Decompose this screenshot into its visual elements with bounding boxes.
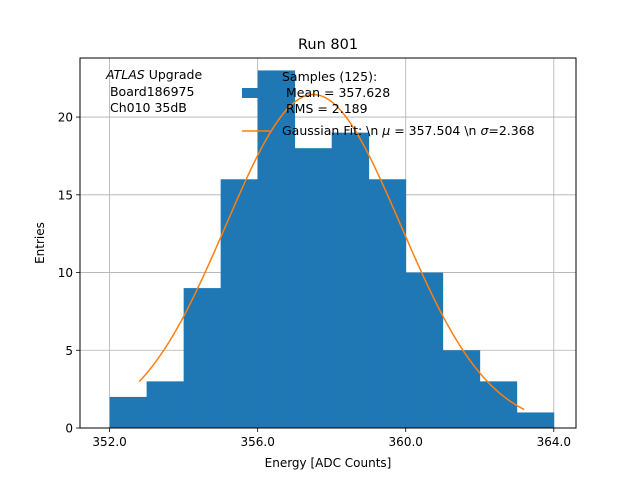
histogram-bars xyxy=(109,70,555,429)
y-axis-ticks: 0 5 10 15 20 xyxy=(58,111,80,436)
atlas-annotation: ATLAS Upgrade Board186975 Ch010 35dB xyxy=(105,67,202,115)
chart-title: Run 801 xyxy=(298,37,358,53)
histogram-bar xyxy=(220,179,259,428)
x-tick-label: 352.0 xyxy=(92,435,126,449)
legend-samples-rms: RMS = 2.189 xyxy=(282,101,368,116)
histogram-bar xyxy=(479,381,518,428)
y-tick-label: 0 xyxy=(65,422,73,436)
channel-label: Ch010 35dB xyxy=(106,100,187,115)
x-tick-label: 364.0 xyxy=(537,435,571,449)
histogram-bar xyxy=(257,70,296,428)
atlas-label: ATLAS Upgrade xyxy=(105,67,202,82)
y-tick-label: 5 xyxy=(65,344,73,358)
y-tick-label: 10 xyxy=(58,266,73,280)
y-tick-label: 15 xyxy=(58,188,73,202)
board-label: Board186975 xyxy=(106,84,194,99)
x-tick-label: 360.0 xyxy=(389,435,423,449)
x-axis-label: Energy [ADC Counts] xyxy=(265,456,392,470)
legend-samples-title: Samples (125): xyxy=(282,69,377,84)
legend: Samples (125): Mean = 357.628 RMS = 2.18… xyxy=(242,69,535,138)
histogram-bar xyxy=(183,288,222,428)
histogram-bar xyxy=(368,179,407,428)
y-tick-label: 20 xyxy=(58,111,73,125)
histogram-bar xyxy=(294,148,333,428)
histogram-bar xyxy=(516,412,555,428)
x-axis-ticks: 352.0 356.0 360.0 364.0 xyxy=(92,428,571,449)
legend-samples-mean: Mean = 357.628 xyxy=(282,85,390,100)
histogram-bar xyxy=(109,396,148,428)
legend-fit-label: Gaussian Fit: \n μ = 357.504 \n σ=2.368 xyxy=(282,123,535,138)
x-tick-label: 356.0 xyxy=(240,435,274,449)
histogram-bar xyxy=(442,350,481,428)
histogram-bar xyxy=(331,132,370,429)
plot-frame xyxy=(79,57,577,429)
gaussian-fit-curve xyxy=(138,93,525,411)
histogram-bar xyxy=(405,272,444,428)
y-axis-label: Entries xyxy=(33,222,47,264)
legend-samples-swatch xyxy=(242,88,268,98)
histogram-bar xyxy=(146,381,185,428)
